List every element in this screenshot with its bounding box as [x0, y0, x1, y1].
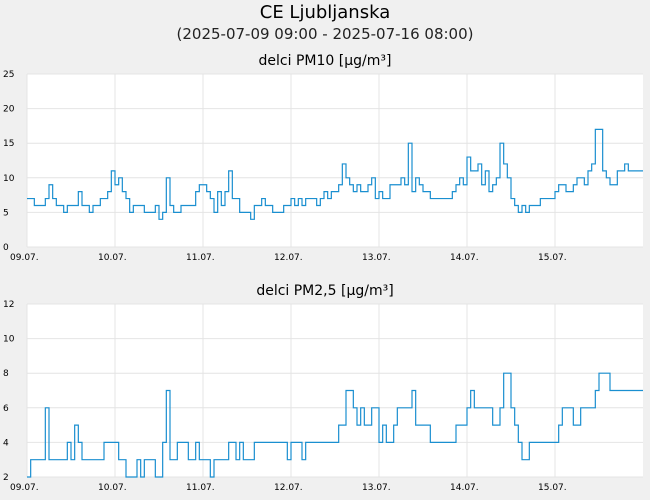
pm25-plot-area [27, 304, 643, 477]
pm10-y-tick-label: 10 [3, 174, 15, 184]
pm10-series-line [27, 128, 643, 220]
pm10-x-tick-label: 09.07. [10, 253, 39, 263]
pm10-x-tick-label: 12.07. [274, 253, 303, 263]
pm25-y-tick-label: 10 [3, 335, 15, 345]
pm25-x-tick-label: 09.07. [10, 483, 39, 493]
pm10-x-tick-label: 15.07. [538, 253, 567, 263]
pm10-x-tick-label: 11.07. [186, 253, 215, 263]
pm10-x-tick-label: 13.07. [362, 253, 391, 263]
pm10-plot-area [27, 74, 643, 247]
pm25-series-line [27, 372, 643, 478]
pm25-y-tick-label: 6 [3, 404, 9, 414]
pm25-x-tick-label: 13.07. [362, 483, 391, 493]
pm25-y-tick-label: 12 [3, 300, 14, 310]
pm25-x-tick-label: 14.07. [450, 483, 479, 493]
pm10-x-tick-label: 10.07. [98, 253, 127, 263]
pm25-y-tick-label: 8 [3, 369, 9, 379]
pm10-chart: delci PM10 [µg/m³] 0 5 10 15 20 25 09.07. 10.07… [3, 53, 643, 263]
pm25-x-tick-label: 11.07. [186, 483, 215, 493]
pm10-y-tick-label: 5 [3, 208, 9, 218]
pm10-chart-title: delci PM10 [µg/m³] [259, 53, 392, 69]
page-title: CE Ljubljanska [259, 2, 391, 23]
date-range-subtitle: (2025-07-09 09:00 - 2025-07-16 08:00) [176, 25, 474, 43]
pm25-chart-title: delci PM2,5 [µg/m³] [256, 283, 393, 299]
pm25-y-tick-label: 4 [3, 438, 9, 448]
pm10-y-tick-label: 15 [3, 139, 14, 149]
pm10-x-tick-label: 14.07. [450, 253, 479, 263]
pm10-y-tick-label: 20 [3, 105, 15, 115]
pm10-y-tick-label: 0 [3, 243, 9, 253]
pm25-y-tick-label: 2 [3, 473, 9, 483]
pm10-y-tick-label: 25 [3, 70, 14, 80]
pm25-chart: delci PM2,5 [µg/m³] 2 4 6 8 10 12 09.07. 10.07.… [3, 283, 643, 493]
pm25-x-tick-label: 12.07. [274, 483, 303, 493]
pm25-x-tick-label: 15.07. [538, 483, 567, 493]
pm25-x-tick-label: 10.07. [98, 483, 127, 493]
